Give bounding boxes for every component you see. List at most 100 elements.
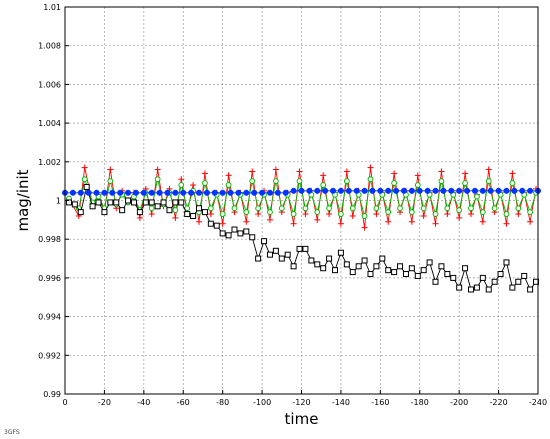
data-point-square bbox=[196, 205, 203, 212]
data-point-dot bbox=[314, 187, 321, 194]
data-point-square bbox=[178, 199, 185, 206]
data-point-circle bbox=[278, 205, 285, 212]
data-point-square bbox=[521, 272, 528, 279]
data-point-square bbox=[261, 238, 268, 245]
data-point-dot bbox=[140, 189, 147, 196]
data-point-dot bbox=[298, 187, 305, 194]
data-point-circle bbox=[414, 182, 421, 188]
data-point-circle bbox=[290, 211, 297, 217]
data-point-square bbox=[420, 267, 427, 274]
data-point-square bbox=[113, 199, 120, 206]
data-point-square bbox=[154, 203, 161, 210]
series-line bbox=[68, 167, 537, 228]
data-point-square bbox=[219, 230, 226, 237]
data-point-dot bbox=[148, 189, 155, 196]
y-tick-label: 1.008 bbox=[38, 42, 61, 51]
data-point-square bbox=[77, 209, 84, 216]
data-point-plus bbox=[243, 218, 250, 225]
data-point-square bbox=[509, 284, 516, 291]
x-tick-label: -120 bbox=[292, 398, 310, 407]
data-point-dot bbox=[101, 189, 108, 196]
data-point-plus bbox=[361, 224, 368, 231]
x-tick-label: -20 bbox=[98, 398, 111, 407]
y-tick-label: 1 bbox=[56, 197, 61, 206]
data-point-circle bbox=[391, 180, 398, 186]
data-point-dot bbox=[408, 187, 415, 194]
data-point-plus bbox=[81, 164, 88, 171]
series-3 bbox=[65, 183, 540, 293]
data-point-circle bbox=[373, 205, 380, 212]
data-point-dot bbox=[85, 189, 92, 196]
data-point-square bbox=[332, 267, 339, 274]
data-point-square bbox=[402, 271, 409, 278]
data-point-circle bbox=[314, 209, 321, 216]
data-point-plus bbox=[207, 211, 214, 218]
data-point-square bbox=[432, 278, 439, 285]
data-point-circle bbox=[468, 205, 474, 212]
data-point-dot bbox=[243, 189, 250, 196]
data-point-square bbox=[95, 199, 102, 206]
data-point-circle bbox=[267, 209, 273, 216]
data-point-square bbox=[361, 257, 368, 264]
data-point-circle bbox=[456, 207, 463, 214]
data-point-square bbox=[533, 278, 540, 285]
data-point-circle bbox=[408, 209, 415, 216]
data-point-dot bbox=[464, 187, 471, 194]
data-point-circle bbox=[154, 176, 161, 183]
series-4 bbox=[61, 187, 542, 196]
data-point-plus bbox=[290, 220, 297, 227]
data-point-circle bbox=[219, 211, 226, 217]
y-axis-ticks: 0.99 0.992 0.994 0.996 0.998 1 1.002 1.004 1.006… bbox=[38, 3, 69, 399]
data-point-square bbox=[456, 284, 463, 291]
data-point-square bbox=[473, 284, 480, 291]
data-point-square bbox=[479, 274, 486, 281]
data-point-square bbox=[184, 211, 191, 218]
data-point-dot bbox=[448, 187, 455, 194]
data-point-circle bbox=[338, 211, 344, 217]
data-point-circle bbox=[178, 182, 185, 188]
data-point-square bbox=[296, 245, 303, 252]
data-point-square bbox=[284, 251, 291, 258]
y-tick-label: 1.01 bbox=[43, 3, 61, 12]
data-point-dot bbox=[337, 187, 344, 194]
data-point-square bbox=[225, 232, 232, 239]
series-line bbox=[68, 185, 537, 291]
data-point-plus bbox=[266, 216, 273, 223]
data-point-square bbox=[201, 209, 208, 216]
data-point-dot bbox=[329, 187, 337, 194]
data-point-circle bbox=[231, 205, 238, 212]
data-point-plus bbox=[462, 170, 469, 177]
data-point-square bbox=[467, 286, 474, 293]
data-point-dot bbox=[511, 187, 518, 194]
data-point-circle bbox=[207, 205, 214, 212]
data-point-dot bbox=[164, 189, 171, 196]
data-point-dot bbox=[211, 189, 218, 196]
data-point-dot bbox=[527, 187, 534, 194]
data-point-square bbox=[125, 197, 132, 204]
data-point-dot bbox=[172, 189, 179, 196]
data-point-square bbox=[491, 278, 498, 285]
data-point-dot bbox=[400, 187, 408, 194]
data-point-circle bbox=[509, 180, 516, 186]
data-point-plus bbox=[509, 170, 516, 177]
data-point-plus bbox=[107, 166, 114, 173]
data-point-plus bbox=[148, 211, 155, 218]
data-point-square bbox=[148, 199, 155, 206]
data-point-square bbox=[231, 226, 238, 233]
data-point-plus bbox=[337, 220, 344, 227]
data-point-dot bbox=[180, 189, 187, 196]
data-point-plus bbox=[190, 182, 197, 189]
data-point-square bbox=[379, 255, 386, 262]
y-tick-label: 0.998 bbox=[38, 235, 61, 244]
data-point-square bbox=[278, 255, 285, 262]
data-point-plus bbox=[515, 211, 522, 218]
data-point-circle bbox=[272, 178, 279, 185]
data-point-plus bbox=[373, 211, 380, 218]
data-point-plus bbox=[438, 168, 445, 175]
data-point-dot bbox=[361, 187, 368, 194]
data-point-circle bbox=[515, 205, 522, 212]
data-point-circle bbox=[184, 205, 191, 212]
y-tick-label: 0.99 bbox=[43, 390, 61, 399]
data-point-square bbox=[71, 201, 78, 208]
data-point-square bbox=[397, 263, 404, 270]
